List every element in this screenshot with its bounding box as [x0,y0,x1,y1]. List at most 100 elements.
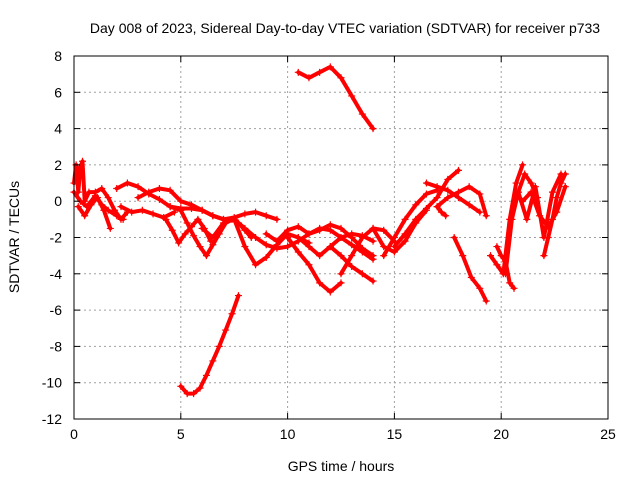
series-line [296,64,375,131]
series-arc-20 [422,179,484,216]
series-arc-23 [450,234,490,305]
data-point [422,179,430,187]
series-line [381,188,440,258]
data-point [476,190,484,198]
data-point [209,212,217,220]
series-arc-19 [390,166,462,251]
data-point [305,230,313,238]
data-point [305,243,313,251]
data-point [337,74,345,82]
data-point [450,234,458,241]
data-point [155,184,163,192]
data-point [230,215,238,223]
data-point [316,226,324,234]
x-tick-label: 15 [387,426,403,442]
data-point [337,270,345,278]
data-point [162,215,170,223]
data-point [134,183,142,191]
data-point [412,215,420,223]
y-tick-label: 2 [54,157,62,173]
data-point [380,243,388,251]
data-point [433,203,441,211]
data-point [183,390,191,398]
data-point [326,221,334,229]
data-point [523,215,531,223]
data-point [74,203,82,211]
x-tick-label: 25 [600,426,616,442]
series-line [371,208,429,254]
data-point [337,252,345,260]
data-point [209,234,217,241]
data-point [512,179,520,187]
data-point [106,224,114,232]
data-point [113,212,121,220]
data-point [202,371,210,379]
data-point [294,234,302,241]
data-point [87,201,95,209]
data-point [196,384,204,392]
data-point [358,110,366,118]
data-point [501,270,509,278]
series-arc-03 [74,194,114,232]
data-point [337,234,345,241]
data-point [81,212,89,220]
data-point [262,230,270,238]
data-point [493,243,501,251]
data-point [262,253,270,261]
series-arc-30 [294,63,377,133]
data-point [531,183,539,191]
data-point [198,206,206,214]
data-point [183,219,191,227]
series-arc-07 [166,203,281,223]
data-point [348,263,356,271]
data-point [548,188,556,196]
series-arc-13 [284,234,345,296]
data-point [113,184,121,192]
data-point [190,390,198,398]
data-point [79,157,87,165]
data-point [149,210,157,218]
data-point [422,190,430,198]
data-point [401,237,409,245]
x-tick-label: 20 [493,426,509,442]
data-point [316,68,324,76]
data-point [348,241,356,249]
data-point [209,357,217,365]
series-arc-18 [380,186,441,260]
data-point [177,382,185,390]
data-point [145,188,153,196]
data-point [465,183,473,191]
data-point [76,163,84,171]
data-point [454,166,462,174]
data-point [497,252,505,260]
data-point [412,201,420,209]
y-axis-title: SDTVAR / TECUs [6,181,22,293]
data-point [369,277,377,285]
data-point [337,224,345,232]
data-point [348,252,356,260]
data-point [117,203,125,211]
data-point [561,170,569,178]
series-arc-15 [326,243,377,285]
data-point [284,243,292,251]
data-point [241,224,249,232]
series-line [541,172,568,258]
y-tick-label: -4 [50,266,63,282]
data-point [228,310,236,318]
data-point [252,234,260,241]
series-line [285,235,343,294]
data-point [166,203,174,211]
series-arc-01 [70,157,131,223]
y-tick-label: -2 [50,230,63,246]
data-series [70,63,569,398]
data-point [316,279,324,287]
data-point [262,212,270,220]
data-point [252,208,260,216]
data-point [177,206,185,214]
data-point [561,183,569,191]
data-point [175,239,183,247]
data-point [557,179,565,187]
data-point [85,188,93,196]
data-point [358,270,366,278]
data-point [444,175,452,183]
